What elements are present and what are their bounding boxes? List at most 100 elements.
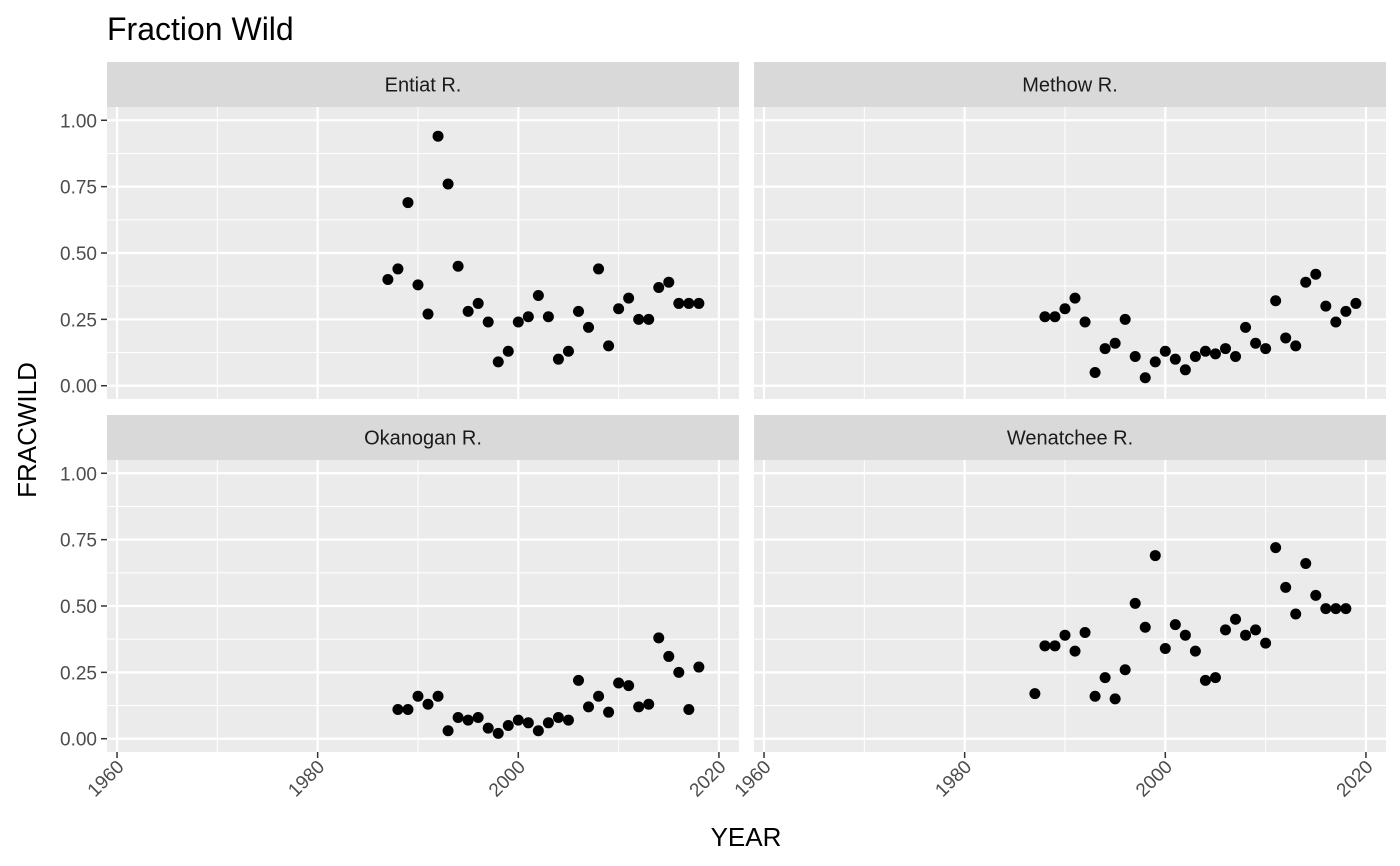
data-point <box>1079 627 1091 639</box>
data-point <box>432 690 444 702</box>
data-point <box>1189 645 1201 657</box>
x-tick-label: 2020 <box>686 757 731 802</box>
data-point <box>1119 664 1131 676</box>
data-point <box>1250 624 1262 636</box>
data-point <box>412 279 424 291</box>
data-point <box>613 677 625 689</box>
data-point <box>542 311 554 323</box>
y-tick-label: 0.25 <box>60 663 97 684</box>
data-point <box>663 650 675 662</box>
data-point <box>1129 597 1141 609</box>
x-tick-label: 1960 <box>84 757 129 802</box>
y-tick-label: 0.75 <box>60 178 97 199</box>
data-point <box>583 701 595 713</box>
y-tick-label: 0.50 <box>60 597 97 618</box>
data-point <box>1230 613 1242 625</box>
data-point <box>1290 608 1302 620</box>
data-point <box>1270 295 1282 307</box>
data-point <box>512 316 524 328</box>
data-point <box>1179 629 1191 641</box>
data-point <box>1129 351 1141 363</box>
data-point <box>1209 672 1221 684</box>
data-point <box>452 260 464 272</box>
data-point <box>1099 343 1111 355</box>
data-point <box>1109 337 1121 349</box>
facet-strip-label: Entiat R. <box>385 75 462 97</box>
facet-strip-label: Okanogan R. <box>364 428 482 450</box>
data-point <box>673 297 685 309</box>
data-point <box>1260 343 1272 355</box>
data-point <box>653 282 665 294</box>
data-point <box>583 321 595 333</box>
data-point <box>392 704 404 716</box>
data-point <box>1069 645 1081 657</box>
facet-strip <box>754 62 1386 107</box>
data-point <box>552 353 564 365</box>
data-point <box>1169 353 1181 365</box>
data-point <box>1109 693 1121 705</box>
data-point <box>1089 690 1101 702</box>
data-point <box>693 661 705 673</box>
data-point <box>532 289 544 301</box>
facet-methow-r: Methow R. <box>754 62 1386 399</box>
data-point <box>1029 688 1041 700</box>
chart-title: Fraction Wild <box>107 11 294 47</box>
data-point <box>522 311 534 323</box>
data-point <box>462 714 474 726</box>
data-point <box>683 704 695 716</box>
data-point <box>472 297 484 309</box>
data-point <box>542 717 554 729</box>
data-point <box>1219 343 1231 355</box>
data-point <box>643 313 655 325</box>
data-point <box>1089 366 1101 378</box>
facet-panels: Entiat R. 0.00 0.25 0.50 0.75 1.00 Methow R. Ok… <box>60 62 1386 801</box>
x-tick-label: 2020 <box>1333 757 1378 802</box>
data-point <box>392 263 404 275</box>
data-point <box>633 313 645 325</box>
data-point <box>1159 345 1171 357</box>
data-point <box>1159 642 1171 654</box>
data-point <box>442 178 454 190</box>
data-point <box>1280 581 1292 593</box>
data-point <box>572 674 584 686</box>
facet-strip <box>107 62 739 107</box>
y-tick-label: 0.75 <box>60 531 97 552</box>
data-point <box>1280 332 1292 344</box>
data-point <box>1039 640 1051 652</box>
data-point <box>502 719 514 731</box>
data-point <box>1209 348 1221 360</box>
facet-okanogan-r: Okanogan R. 0.00 0.25 0.50 0.75 1.00 1960 1980 2… <box>60 415 739 801</box>
data-point <box>593 690 605 702</box>
y-tick-label: 1.00 <box>60 464 97 485</box>
data-point <box>1219 624 1231 636</box>
data-point <box>1049 640 1061 652</box>
y-tick-label: 1.00 <box>60 111 97 132</box>
data-point <box>1290 340 1302 352</box>
data-point <box>623 680 635 692</box>
data-point <box>1139 372 1151 384</box>
data-point <box>472 711 484 723</box>
data-point <box>1059 629 1071 641</box>
data-point <box>1260 637 1272 649</box>
data-point <box>1340 305 1352 317</box>
data-point <box>1330 603 1342 615</box>
x-tick-label: 1960 <box>731 757 776 802</box>
data-point <box>1199 345 1211 357</box>
data-point <box>1119 313 1131 325</box>
facet-wenatchee-r: Wenatchee R. 1960 1980 2000 2020 <box>731 415 1386 801</box>
facet-strip <box>107 415 739 460</box>
x-tick-label: 1980 <box>931 757 976 802</box>
data-point <box>502 345 514 357</box>
facet-entiat-r: Entiat R. 0.00 0.25 0.50 0.75 1.00 <box>60 62 739 399</box>
data-point <box>442 725 454 737</box>
data-point <box>422 698 434 710</box>
data-point <box>522 717 534 729</box>
data-point <box>1149 550 1161 562</box>
data-point <box>1250 337 1262 349</box>
data-point <box>1350 297 1362 309</box>
data-point <box>593 263 605 275</box>
data-point <box>653 632 665 644</box>
data-point <box>1330 316 1342 328</box>
data-point <box>643 698 655 710</box>
